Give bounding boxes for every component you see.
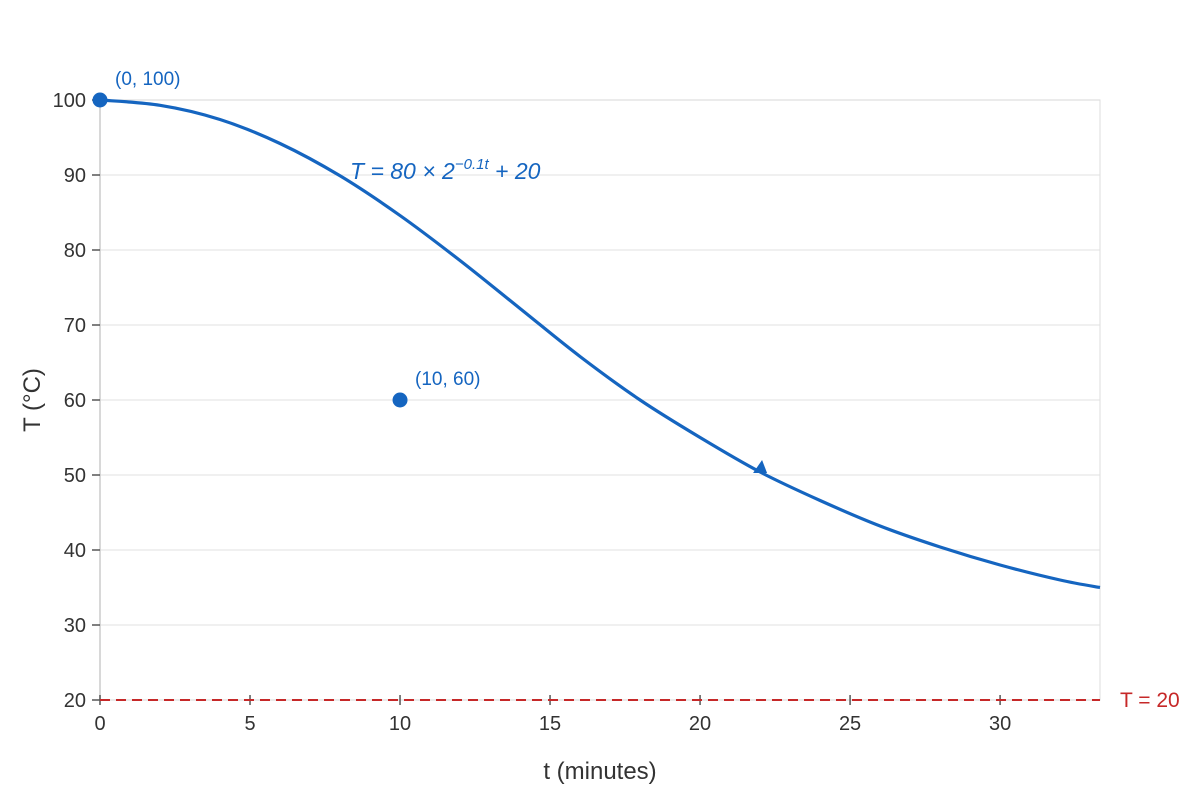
- equation-exponent: −0.1t: [455, 156, 490, 173]
- data-point-label: (0, 100): [115, 69, 180, 90]
- grid: [100, 99, 1100, 701]
- y-tick-label: 100: [53, 90, 86, 112]
- y-tick-label: 30: [64, 615, 86, 637]
- x-ticks: 0 5 10 15 20 25 30: [94, 695, 1011, 735]
- cooling-curve: [99, 98, 1101, 590]
- y-tick-label: 80: [64, 240, 86, 262]
- y-tick-label: 20: [64, 690, 86, 712]
- x-tick-label: 0: [94, 713, 105, 735]
- y-ticks: 20 30 40 50 60 70 80 90 100: [53, 90, 100, 712]
- x-tick-label: 10: [389, 713, 411, 735]
- equation-base: T = 80 × 2: [350, 158, 455, 184]
- x-tick-label: 25: [839, 713, 861, 735]
- data-point-label: (10, 60): [415, 369, 480, 390]
- equation-suffix: + 20: [489, 158, 541, 184]
- data-point: [92, 92, 108, 108]
- x-tick-label: 5: [244, 713, 255, 735]
- x-tick-label: 15: [539, 713, 561, 735]
- direction-arrow-icon: [753, 460, 768, 473]
- x-tick-label: 20: [689, 713, 711, 735]
- x-tick-label: 30: [989, 713, 1011, 735]
- y-tick-label: 90: [64, 165, 86, 187]
- x-axis-title: t (minutes): [543, 758, 656, 785]
- y-tick-label: 40: [64, 540, 86, 562]
- y-tick-label: 70: [64, 315, 86, 337]
- asymptote-label: T = 20: [1120, 689, 1180, 712]
- data-points: (0, 100) (10, 60): [92, 69, 481, 408]
- y-tick-label: 50: [64, 465, 86, 487]
- y-axis-title: T (°C): [19, 368, 46, 432]
- data-point: [392, 392, 408, 408]
- y-tick-label: 60: [64, 390, 86, 412]
- equation-label: T = 80 × 2−0.1t + 20: [350, 156, 541, 184]
